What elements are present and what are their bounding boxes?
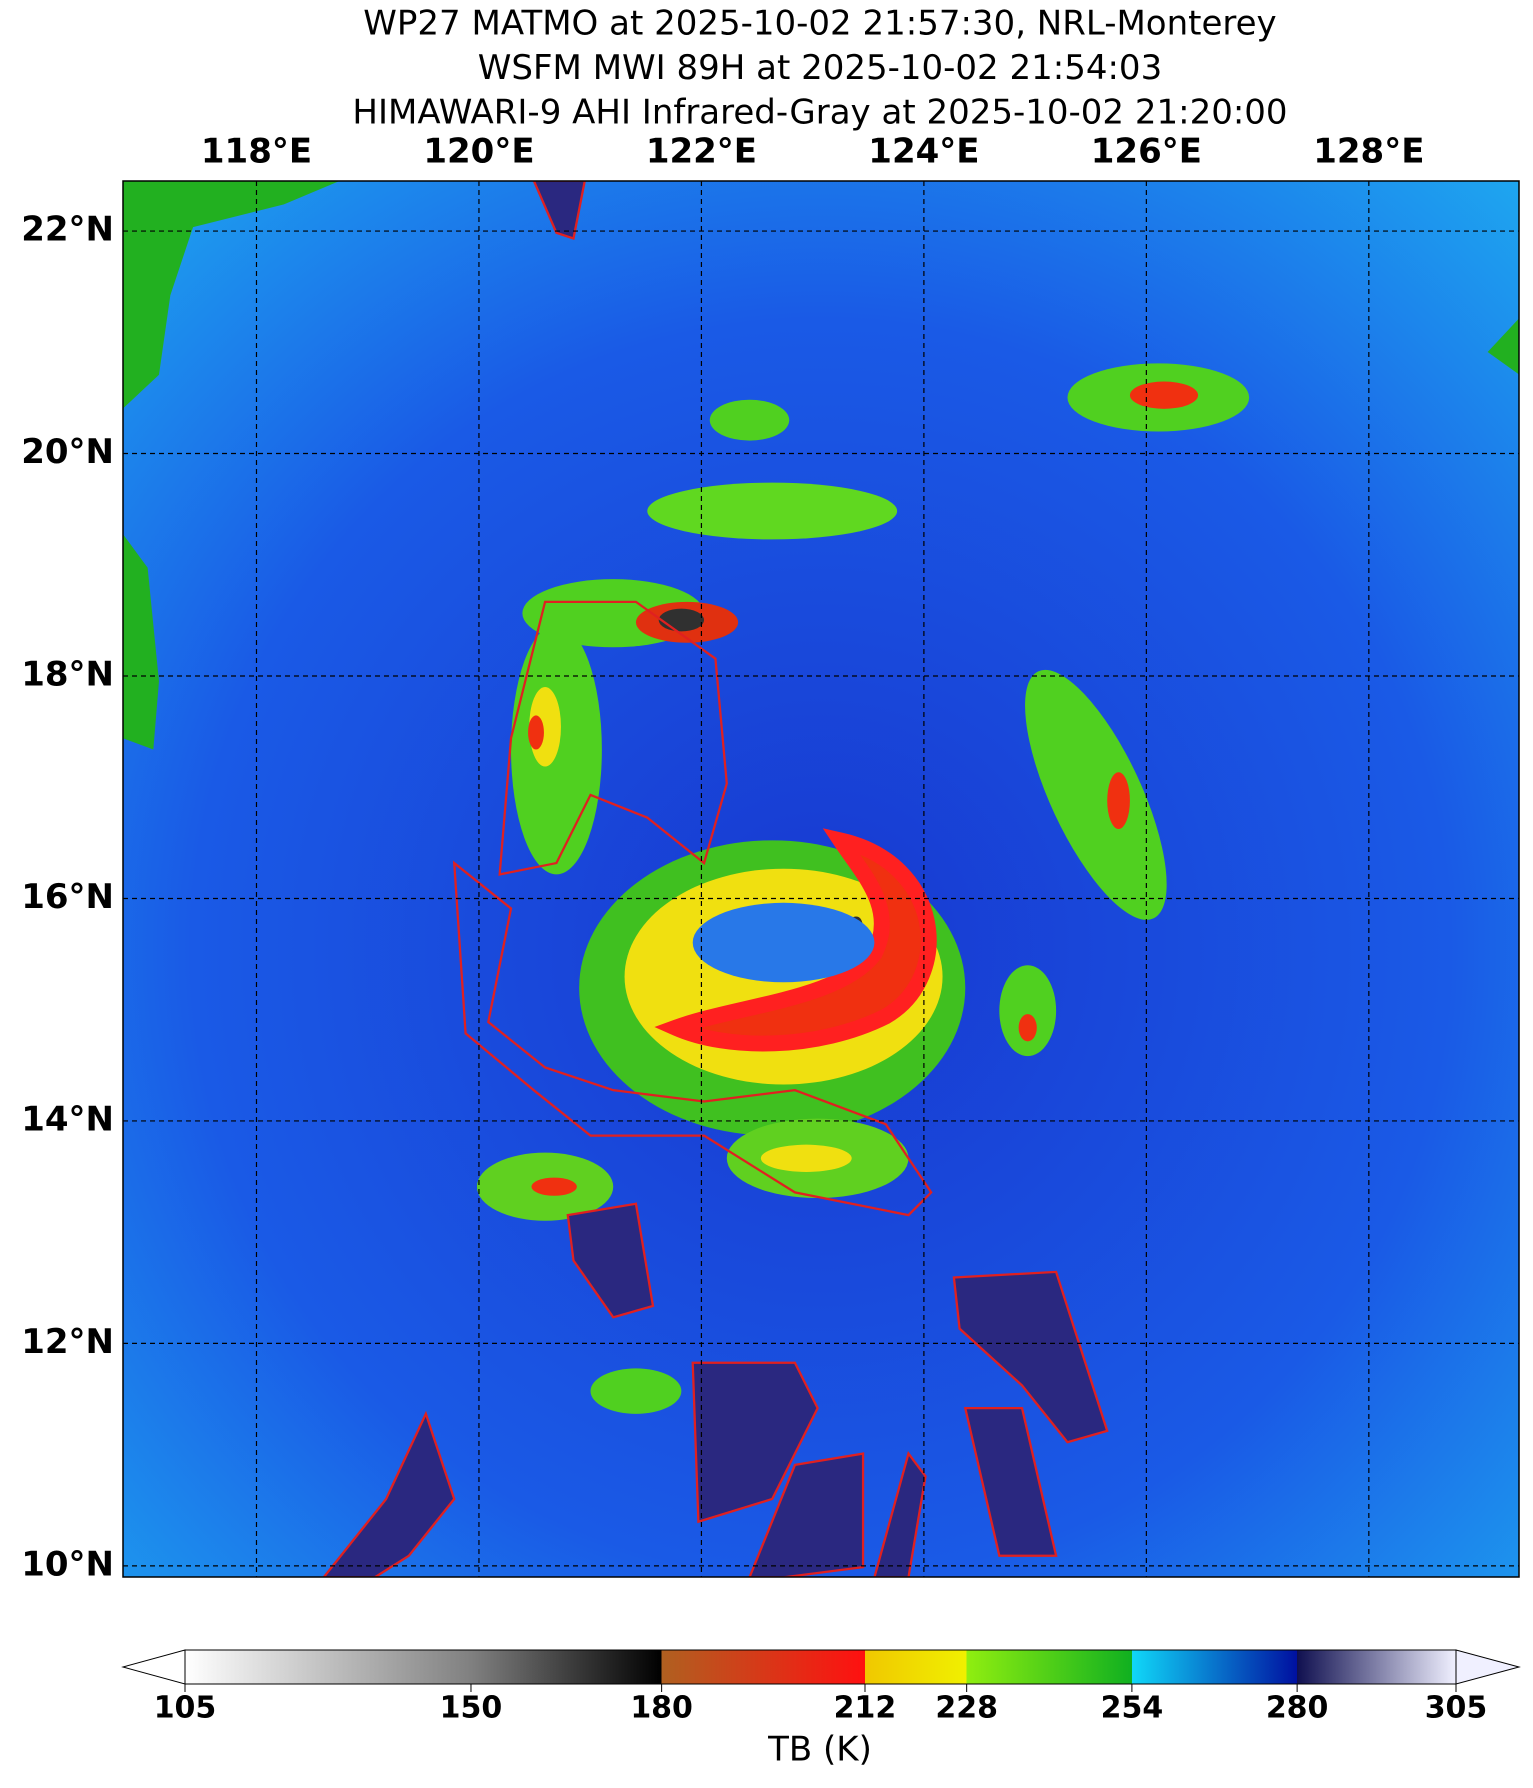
colorbar [121,1649,1521,1685]
colorbar-tick-label: 228 [935,1691,998,1726]
colorbar-tick-label: 305 [1425,1691,1488,1726]
colorbar-tick-label: 212 [834,1691,897,1726]
colorbar-tick-label: 180 [630,1691,693,1726]
lat-tick-label: 20°N [21,432,114,472]
lat-tick-label: 16°N [21,877,114,917]
map-imagery [122,180,1520,1578]
lon-tick-label: 118°E [201,132,312,172]
lat-tick-label: 18°N [21,654,114,694]
lon-tick-label: 128°E [1313,132,1424,172]
title-line: WSFM MWI 89H at 2025-10-02 21:54:03 [478,48,1162,88]
map-frame [122,180,1520,1578]
lat-tick-label: 12°N [21,1322,114,1362]
colorbar-tick-label: 280 [1266,1691,1329,1726]
lon-tick-label: 122°E [646,132,757,172]
title-line: HIMAWARI-9 AHI Infrared-Gray at 2025-10-… [352,93,1287,133]
colorbar-tick-label: 105 [154,1691,217,1726]
lon-tick-label: 126°E [1091,132,1202,172]
colorbar-label: TB (K) [767,1730,872,1770]
lat-tick-label: 22°N [21,210,114,250]
title-line: WP27 MATMO at 2025-10-02 21:57:30, NRL-M… [363,4,1276,44]
colorbar-tick-label: 254 [1101,1691,1164,1726]
lat-tick-label: 10°N [21,1544,114,1584]
lon-tick-label: 120°E [423,132,534,172]
lat-tick-label: 14°N [21,1099,114,1139]
lon-tick-label: 124°E [868,132,979,172]
colorbar-tick-label: 150 [440,1691,503,1726]
